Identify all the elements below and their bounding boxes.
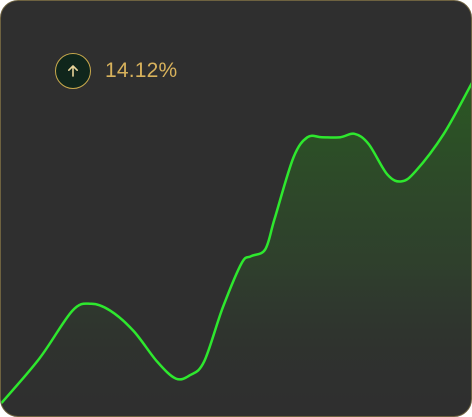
arrow-up-icon [55, 53, 91, 89]
chart-series-line [1, 82, 471, 404]
change-stat: 14.12% [55, 52, 177, 90]
chart-area-fill [2, 84, 471, 416]
change-percentage: 14.12% [105, 59, 178, 82]
